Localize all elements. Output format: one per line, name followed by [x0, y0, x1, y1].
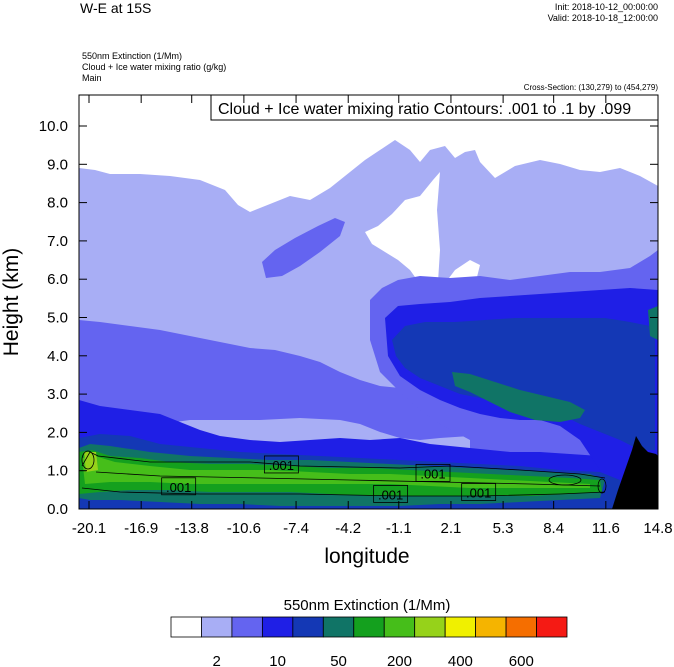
y-tick-label: 10.0	[39, 118, 68, 135]
y-tick-label: 3.0	[47, 386, 68, 403]
x-tick-label: -13.8	[175, 520, 209, 537]
colorbar-swatch	[170, 616, 202, 638]
y-axis: 0.0 1.0 2.0 3.0 4.0 5.0 6.0 7.0 8.0 9.0 10.0	[39, 118, 658, 518]
x-tick-label: -16.9	[124, 520, 158, 537]
colorbar-swatch	[201, 616, 233, 638]
extinction-level-teal	[452, 372, 585, 422]
x-tick-label: -4.2	[335, 520, 361, 537]
colorbar-swatch	[536, 616, 568, 638]
colorbar-swatch	[444, 616, 477, 638]
colorbar-swatch	[383, 616, 416, 638]
fill-field-label: 550nm Extinction (1/Mm)	[82, 51, 183, 61]
contour-lines	[81, 450, 607, 497]
x-tick-label: -1.1	[386, 520, 412, 537]
colorbar-tick-label: 400	[448, 653, 473, 667]
colorbar-swatch	[414, 616, 446, 638]
y-tick-label: 8.0	[47, 195, 68, 212]
extinction-fill: .001 .001 .001 .001 .001	[79, 95, 658, 509]
x-tick-label: -20.1	[72, 520, 106, 537]
x-tick-label: 14.8	[643, 520, 672, 537]
y-axis-title: Height (km)	[0, 248, 23, 357]
y-tick-label: 9.0	[47, 156, 68, 173]
x-tick-label: 11.6	[592, 520, 620, 537]
x-tick-label: 8.4	[543, 520, 564, 537]
contour-label-box	[461, 483, 497, 501]
contour-label: .001	[378, 487, 403, 502]
cross-section-label: Cross-Section: (130,279) to (454,279)	[523, 83, 658, 92]
contour-field-label: Cloud + Ice water mixing ratio (g/kg)	[82, 62, 227, 72]
y-tick-label: 5.0	[47, 310, 68, 327]
colorbar-tick-label: 600	[509, 653, 534, 667]
contour-info-text: Cloud + Ice water mixing ratio Contours:…	[218, 101, 631, 118]
colorbar-swatch	[231, 616, 263, 638]
contour-label-box	[373, 485, 409, 503]
contour-label-box	[161, 477, 197, 496]
colorbar-swatch	[353, 616, 385, 638]
x-axis-title: longitude	[324, 545, 409, 568]
contour-info-box	[210, 94, 659, 121]
contour-label-box	[415, 463, 451, 482]
extinction-level-lightgreen	[82, 456, 590, 488]
colorbar-swatch	[322, 616, 355, 638]
x-tick-label: 2.1	[441, 520, 462, 537]
extinction-level-medium	[79, 320, 470, 440]
y-tick-label: 7.0	[47, 233, 68, 250]
domain-label: Main	[82, 73, 102, 83]
contour-label-box	[263, 455, 299, 474]
x-tick-label: -10.6	[227, 520, 261, 537]
contour-label: .001	[420, 466, 445, 481]
extinction-level-white	[79, 95, 658, 212]
extinction-white-intrusion	[365, 172, 440, 292]
y-tick-label: 2.0	[47, 424, 68, 441]
y-tick-label: 0.0	[47, 501, 68, 518]
colorbar-swatch	[505, 616, 537, 638]
y-tick-label: 1.0	[47, 463, 68, 480]
contour-labels: .001 .001 .001 .001 .001	[161, 455, 497, 503]
colorbar-swatch	[261, 616, 294, 638]
x-axis: -20.1 -16.9 -13.8 -10.6 -7.4 -4.2 -1.1 2.1 5.3 8.…	[72, 95, 673, 537]
colorbar: 2 10 50 200 400 600	[170, 616, 568, 667]
colorbar-tick-label: 200	[387, 653, 412, 667]
x-tick-label: -7.4	[283, 520, 309, 537]
contour-label: .001	[269, 458, 294, 473]
x-tick-label: 5.3	[493, 520, 514, 537]
extinction-medium-blob	[262, 218, 345, 278]
colorbar-tick-label: 2	[213, 653, 221, 667]
contour-label: .001	[166, 480, 191, 495]
y-tick-label: 4.0	[47, 348, 68, 365]
colorbar-tick-label: 10	[269, 653, 286, 667]
colorbar-swatch	[292, 616, 324, 638]
terrain-mask	[612, 436, 658, 509]
colorbar-swatch	[475, 616, 507, 638]
plot-title: W-E at 15S	[80, 0, 152, 16]
extinction-level-dark	[392, 318, 655, 450]
colorbar-title: 550nm Extinction (1/Mm)	[284, 597, 451, 614]
init-time: Init: 2018-10-12_00:00:00	[554, 2, 658, 12]
y-tick-label: 6.0	[47, 271, 68, 288]
valid-time: Valid: 2018-10-18_12:00:00	[547, 13, 658, 23]
colorbar-tick-label: 50	[330, 653, 347, 667]
contour-label: .001	[466, 486, 491, 501]
